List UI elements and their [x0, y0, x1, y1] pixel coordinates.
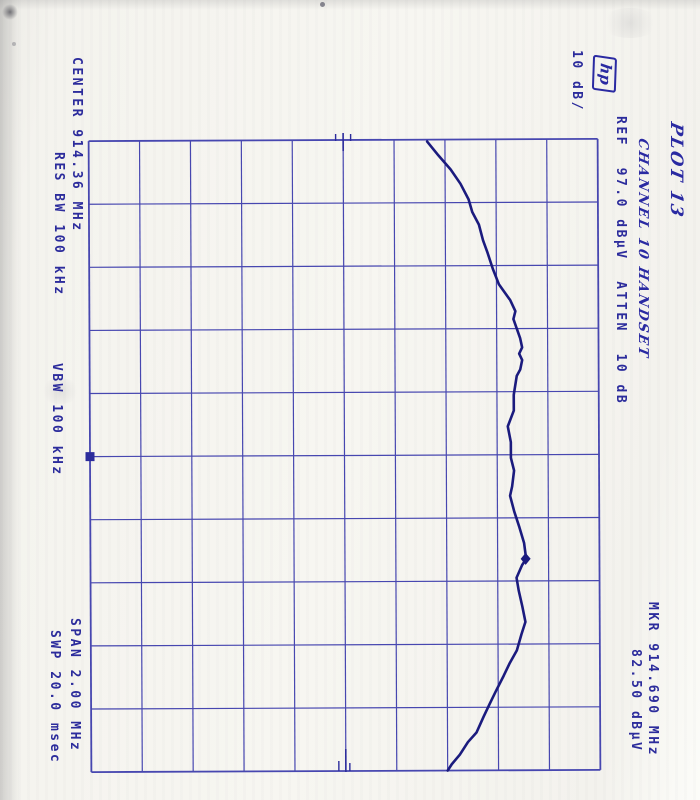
grid-line-horizontal	[88, 201, 598, 205]
grid-line-horizontal	[91, 706, 601, 710]
sweep-time-label: SWP 20.0 msec	[47, 630, 62, 765]
scan-edge-shadow-left	[0, 0, 20, 800]
center-frequency-square-tick	[85, 452, 95, 462]
spectrum-trace	[425, 140, 528, 772]
scan-speck	[12, 42, 16, 46]
grid-line-horizontal	[90, 643, 600, 647]
grid-line-horizontal	[89, 264, 599, 268]
scan-edge-shadow-top	[0, 0, 700, 10]
scan-smudge-corner	[2, 4, 18, 20]
grid-line-horizontal	[90, 579, 600, 584]
handwritten-channel-note: CHANNEL 10 HANDSET	[635, 136, 651, 361]
plot-group	[85, 133, 602, 774]
grid-line-horizontal	[89, 327, 599, 332]
marker-diamond	[520, 552, 531, 565]
marker-amplitude-label: 82.50 dBµV	[628, 649, 643, 753]
scale-per-div-label: 10 dB/	[569, 50, 584, 112]
span-label: SPAN 2.00 MHz	[67, 618, 82, 753]
grid-line-horizontal	[90, 516, 600, 521]
hp-logo: hp	[591, 54, 617, 94]
handwritten-plot-title: PLOT 13	[666, 120, 686, 221]
marker-frequency-label: MKR 914.690 MHz	[645, 602, 660, 757]
grid-line-horizontal	[90, 453, 600, 458]
vbw-label: VBW 100 kHz	[49, 363, 64, 477]
res-bw-label: RES BW 100 kHz	[51, 152, 66, 297]
scan-smudge	[40, 378, 80, 404]
scan-smudge	[600, 8, 660, 38]
ref-level-atten-label: REF 97.0 dBµV ATTEN 10 dB	[613, 116, 628, 406]
scan-speck	[320, 2, 325, 7]
center-frequency-label: CENTER 914.36 MHz	[69, 57, 84, 233]
